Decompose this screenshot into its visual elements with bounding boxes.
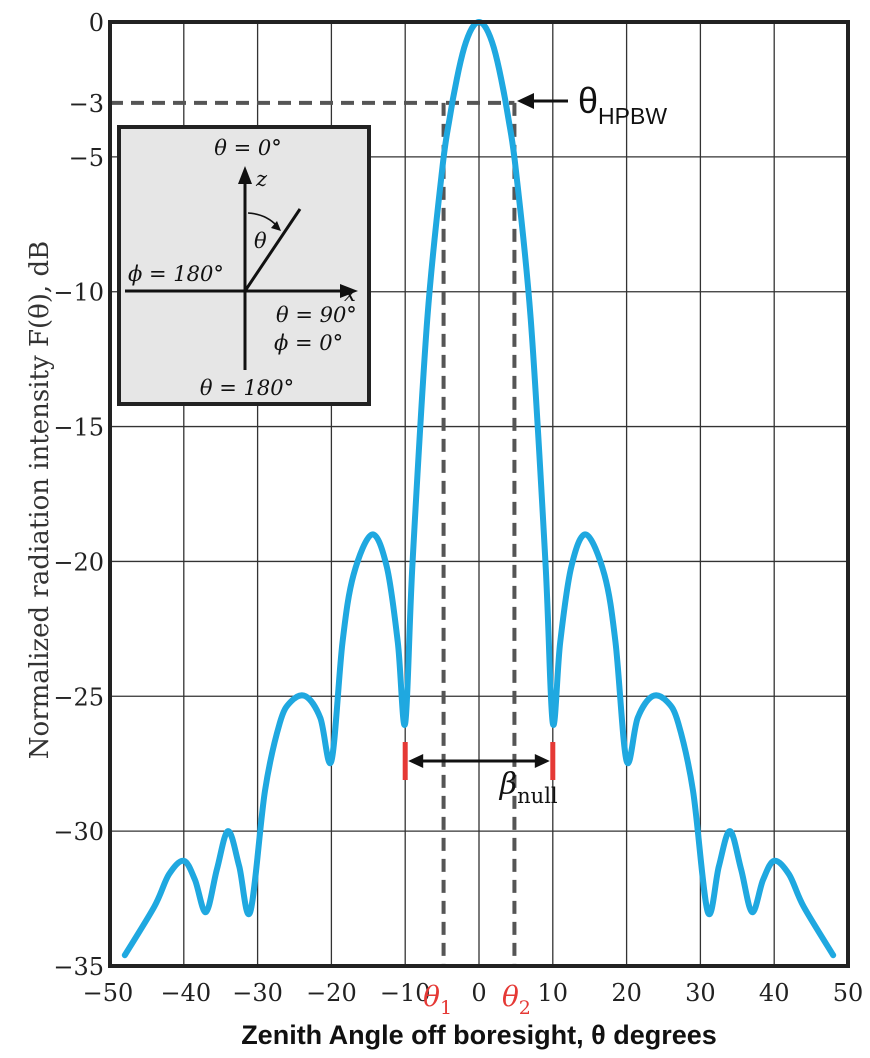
theta1-main: θ (423, 980, 440, 1013)
inset-theta-180-label: θ = 180° (200, 376, 294, 400)
hpbw-label-sub: HPBW (598, 103, 667, 129)
null-right-arrowhead (534, 754, 550, 769)
x-tick-label-2: −30 (232, 979, 283, 1007)
x-tick-label-9: 40 (759, 979, 790, 1007)
inset-phi-0-label: ϕ = 0° (274, 331, 343, 355)
hpbw-annotation: θHPBW (517, 80, 667, 129)
beta-null-label: βnull (499, 767, 558, 808)
x-tick-label-10: 50 (833, 979, 864, 1007)
y-tick-label-2: −5 (69, 144, 104, 172)
x-tick-labels: −50 −40 −30 −20 −10 0 10 20 30 40 50 (83, 979, 864, 1007)
inset-arc-arrowhead (271, 221, 281, 231)
x-tick-label-3: −20 (306, 979, 357, 1007)
beta-null-main: β (499, 767, 517, 802)
inset-phi-180-label: ϕ = 180° (128, 262, 224, 286)
inset-z-arrowhead (238, 166, 252, 184)
y-tick-label-0: 0 (89, 9, 104, 37)
inset-z-label: z (255, 167, 268, 191)
hpbw-guide-lines (110, 100, 517, 966)
y-axis-label: Normalized radiation intensity F(θ), dB (25, 241, 55, 759)
null-left-arrowhead (408, 754, 424, 769)
inset-direction-line (243, 208, 302, 292)
x-axis-label: Zenith Angle off boresight, θ degrees (241, 1020, 717, 1050)
x-tick-label-4: −10 (380, 979, 431, 1007)
inset-theta-0-label: θ = 0° (214, 136, 281, 160)
y-tick-label-3: −10 (53, 279, 104, 307)
x-tick-label-5: 0 (471, 979, 486, 1007)
y-tick-label-8: −35 (53, 953, 104, 981)
coordinate-inset: θ = 0° z x θ ϕ = 180° θ = 90° ϕ = 0° θ =… (117, 125, 371, 406)
inset-x-label: x (344, 282, 356, 306)
theta1-sub: 1 (440, 997, 452, 1019)
y-tick-label-4: −15 (53, 414, 104, 442)
y-tick-labels: 0 −3 −5 −10 −15 −20 −25 −30 −35 (53, 9, 104, 981)
hpbw-arrowhead (517, 93, 534, 109)
theta2-label: θ2 (502, 980, 531, 1019)
hpbw-label-main: θ (578, 80, 598, 121)
inset-x-arrowhead (340, 284, 358, 298)
y-tick-label-7: −30 (53, 818, 104, 846)
plot-frame (108, 20, 850, 968)
x-tick-label-0: −50 (83, 979, 134, 1007)
x-tick-label-8: 30 (685, 979, 716, 1007)
y-tick-label-5: −20 (53, 548, 104, 576)
x-tick-label-1: −40 (160, 979, 211, 1007)
beta-null-annotation (402, 742, 556, 781)
x-tick-label-7: 20 (611, 979, 642, 1007)
inset-theta-90-label: θ = 90° (276, 303, 357, 327)
y-tick-label-1: −3 (69, 90, 104, 118)
y-tick-label-6: −25 (53, 683, 104, 711)
theta2-sub: 2 (519, 997, 531, 1019)
beta-null-sub: null (517, 784, 558, 808)
theta2-main: θ (502, 980, 519, 1013)
inset-theta-label: θ (254, 229, 267, 253)
theta1-label: θ1 (423, 980, 452, 1019)
hpbw-label: θHPBW (578, 80, 667, 129)
x-tick-label-6: 10 (538, 979, 569, 1007)
